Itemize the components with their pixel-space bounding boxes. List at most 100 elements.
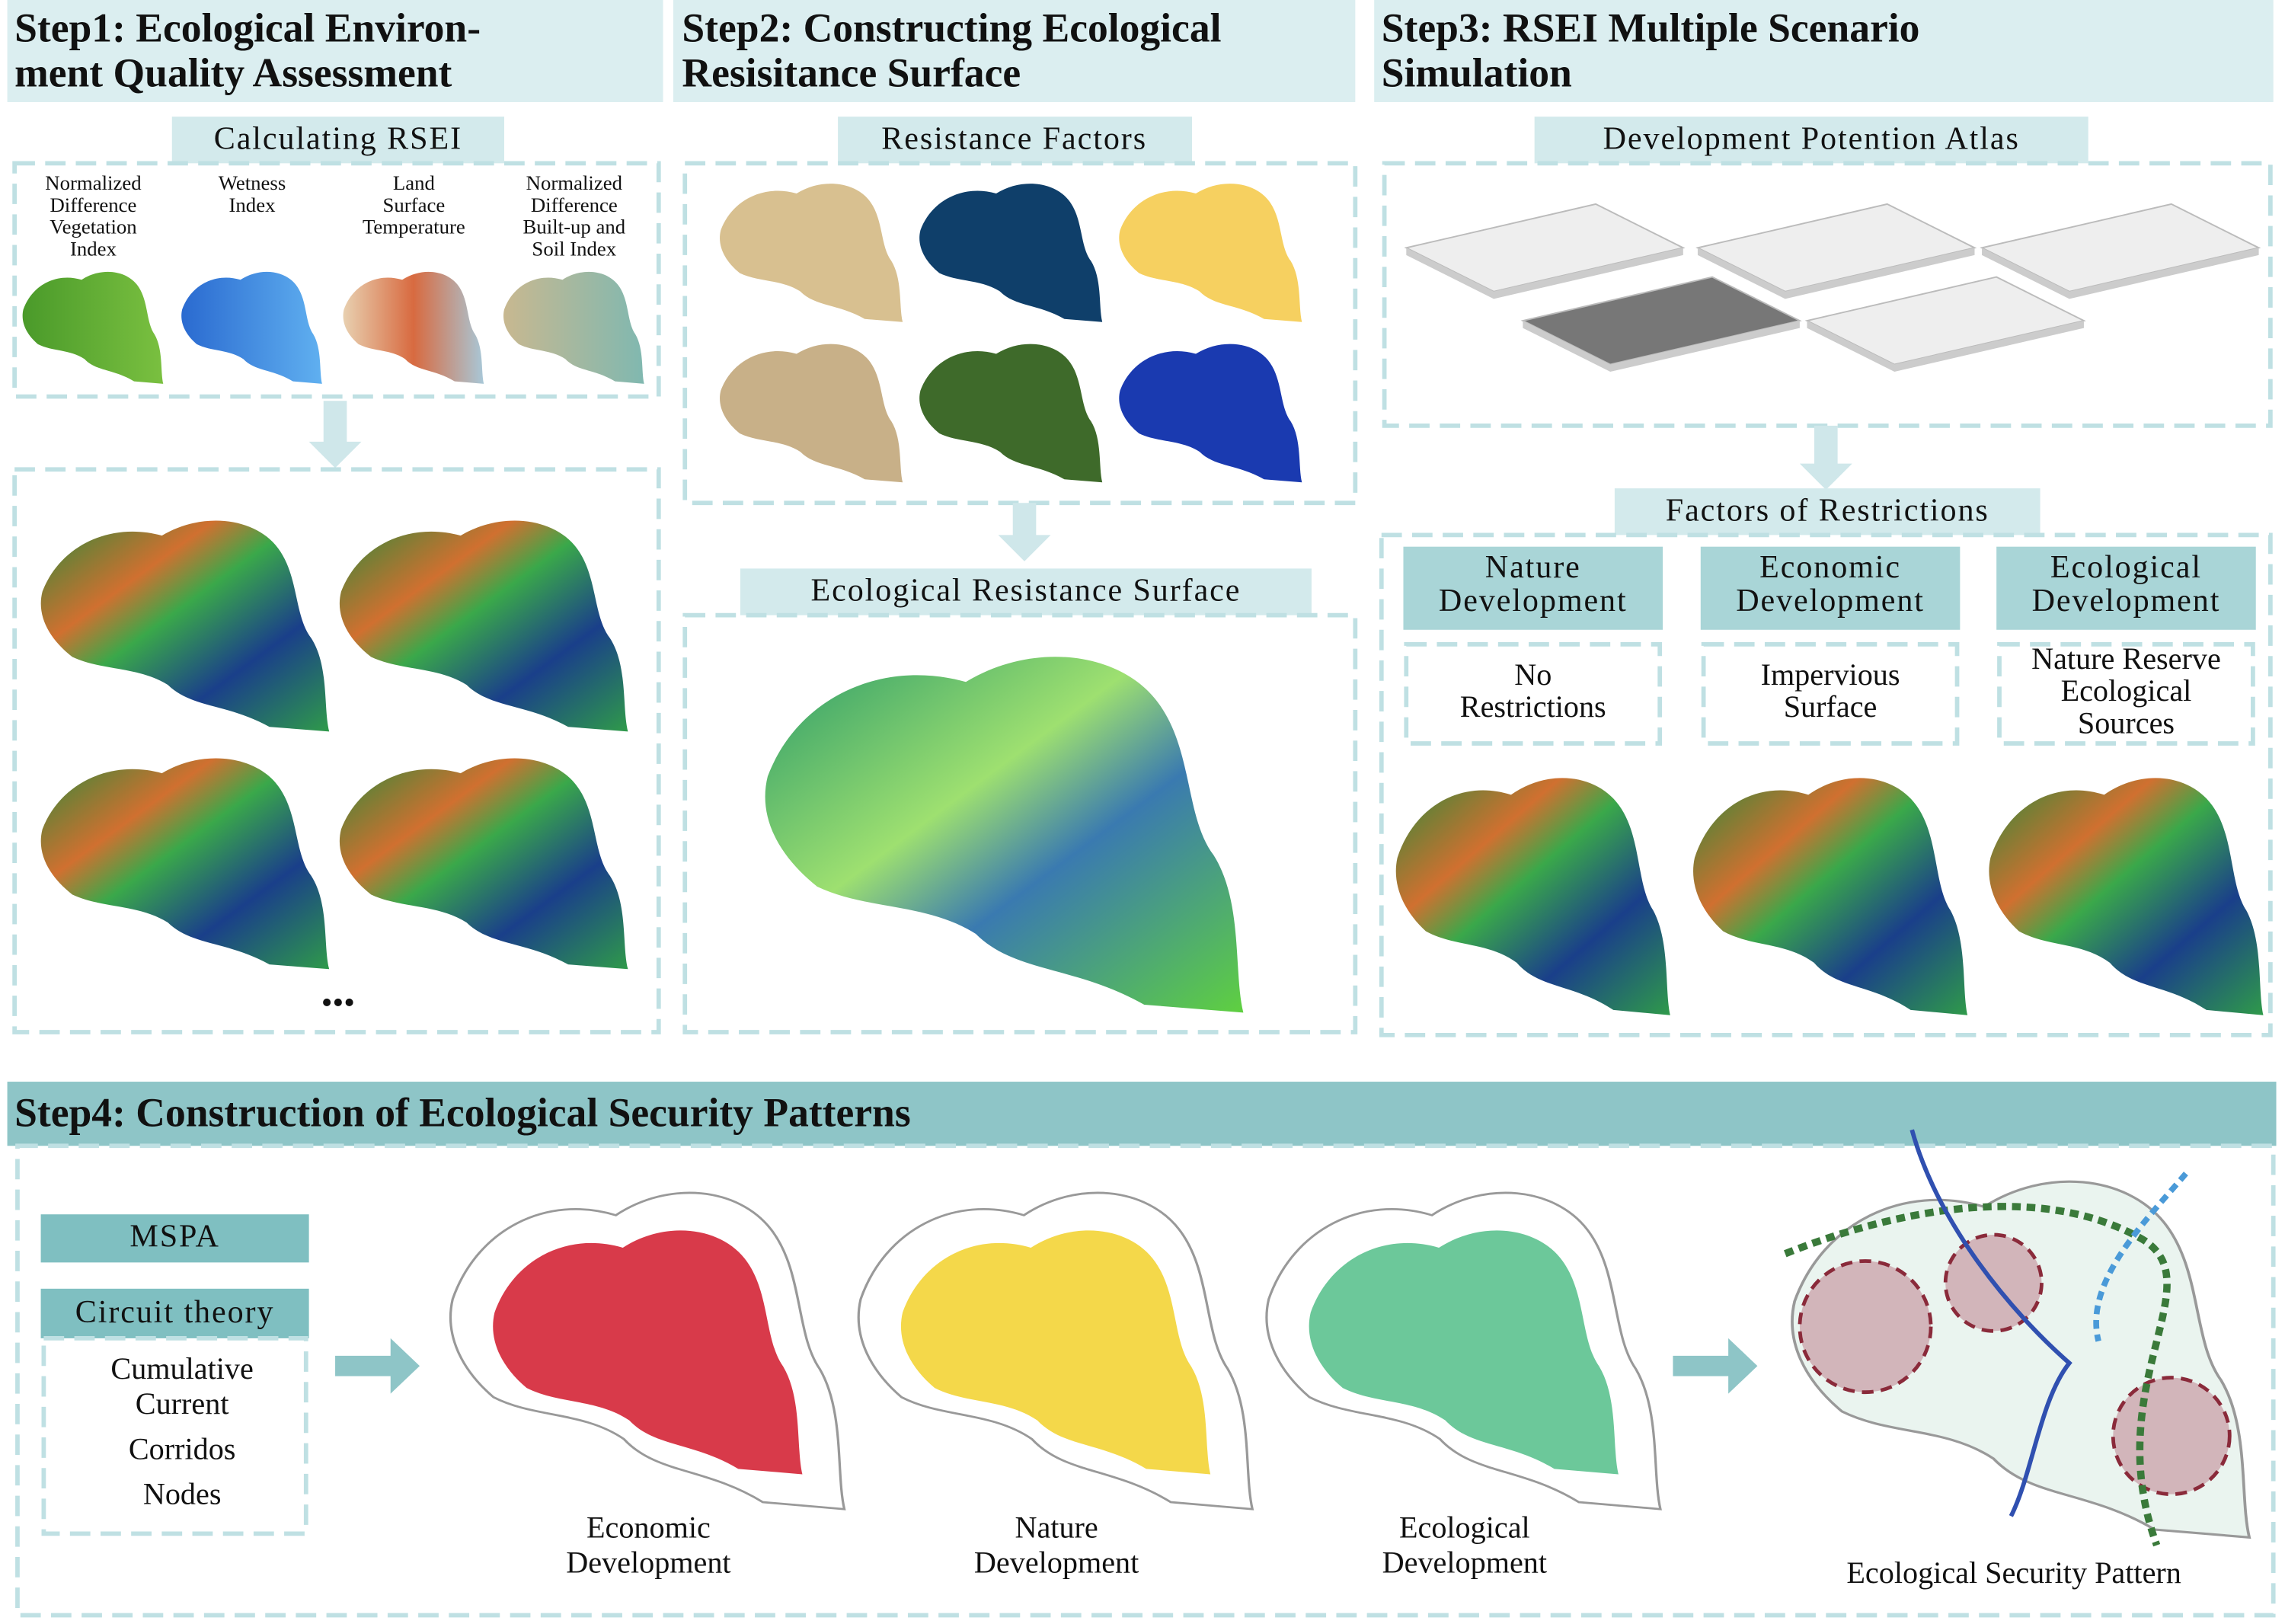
dashed-box: [682, 161, 1358, 506]
label-box: [1614, 488, 2041, 535]
atlas-slab-edge: [1982, 248, 2259, 299]
map-label: Nature: [1015, 1511, 1098, 1545]
ellipsis: •••: [321, 985, 355, 1021]
step-title: ment Quality Assessment: [14, 50, 452, 96]
scenario-factor: Nature Reserve: [2031, 641, 2221, 676]
dashed-box: [1997, 642, 2255, 746]
corridor: [2093, 1172, 2188, 1342]
header-bar: [7, 0, 663, 102]
label-box: [1534, 117, 2088, 164]
dashed-box: [15, 1143, 2276, 1618]
label-box: [171, 117, 504, 164]
label-box: [40, 1288, 309, 1338]
dashed-box: [1379, 532, 2273, 1037]
scenario-factor: Impervious: [1761, 657, 1900, 692]
atlas-slab: [1980, 203, 2261, 293]
node: [2111, 1376, 2232, 1497]
atlas-slab: [1804, 276, 2086, 366]
atlas-slab-edge: [1697, 248, 1975, 299]
map: [503, 271, 644, 384]
map: [1119, 184, 1302, 322]
section-label: Factors of Restrictions: [1666, 492, 1989, 528]
step4: Step4: Construction of Ecological Securi…: [7, 1082, 2277, 1618]
arrow: [1673, 1338, 1758, 1394]
map: [765, 657, 1244, 1013]
map-label: Ecological: [1399, 1511, 1530, 1545]
map-label: Development: [566, 1546, 730, 1580]
method-label: Circuit theory: [75, 1294, 275, 1330]
index-label: Built-up and: [523, 216, 626, 238]
method-item: Current: [136, 1386, 229, 1421]
map: [720, 184, 903, 322]
header-bar: [7, 1082, 2277, 1146]
step3: Step3: RSEI Multiple Scenario Simulation…: [1374, 0, 2274, 1037]
map-label: Development: [1382, 1546, 1547, 1580]
map: [919, 344, 1103, 483]
map: [22, 271, 164, 384]
step2: Step2: Constructing Ecological Resisitan…: [673, 0, 1358, 1034]
index-label: Normalized: [526, 171, 623, 194]
map-label: Ecological Security Pattern: [1846, 1555, 2181, 1590]
map: [1989, 778, 2264, 1015]
node: [1798, 1259, 1933, 1395]
scenario-factor: Restrictions: [1460, 689, 1606, 724]
scenario-header: [1403, 546, 1663, 630]
map: [919, 184, 1103, 322]
index-label: Difference: [50, 193, 136, 216]
scenario-factor: No: [1514, 657, 1552, 692]
section-label: Development Potention Atlas: [1603, 120, 2020, 156]
arrow: [335, 1338, 420, 1394]
index-label: Surface: [382, 193, 445, 216]
section-label: Ecological Resistance Surface: [811, 573, 1242, 609]
index-label: Land: [393, 171, 436, 194]
scenario-header: [1996, 546, 2256, 630]
scenario-name: Development: [2032, 583, 2221, 619]
section-label: Calculating RSEI: [214, 120, 462, 156]
step-title: Step1: Ecological Environ-: [14, 5, 481, 50]
map: [339, 520, 628, 732]
step1: Step1: Ecological Environ- ment Quality …: [7, 0, 663, 1034]
corridor: [1783, 1203, 2171, 1547]
dashed-box: [1382, 161, 2273, 428]
header-bar: [1374, 0, 2274, 102]
header-bar: [673, 0, 1356, 102]
index-label: Wetness: [219, 171, 286, 194]
index-label: Vegetation: [50, 216, 136, 238]
arrow: [1799, 425, 1852, 491]
scenario-name: Ecological: [2050, 549, 2202, 585]
map: [1119, 344, 1302, 483]
method-label: MSPA: [129, 1218, 219, 1254]
scenario-header: [1700, 546, 1961, 630]
method-item: Nodes: [143, 1477, 222, 1511]
scenario-name: Economic: [1759, 549, 1901, 585]
map: [1395, 778, 1670, 1015]
step-title: Step4: Construction of Ecological Securi…: [14, 1089, 911, 1135]
atlas-slab: [1520, 276, 1802, 366]
index-label: Index: [70, 237, 117, 260]
scenario-name: Nature: [1485, 549, 1581, 585]
map-label: Development: [974, 1546, 1139, 1580]
arrow: [308, 401, 362, 468]
index-label: Normalized: [45, 171, 142, 194]
step-title: Resisitance Surface: [682, 50, 1021, 96]
label-box: [838, 117, 1193, 164]
index-label: Index: [229, 193, 276, 216]
label-box: [40, 1214, 309, 1263]
map: [40, 758, 330, 970]
dashed-box: [12, 467, 661, 1034]
method-item: Corridos: [129, 1431, 236, 1466]
map: [40, 520, 330, 732]
arrow: [998, 503, 1051, 561]
river: [1909, 1129, 2072, 1517]
section-label: Resistance Factors: [881, 120, 1147, 156]
map: [339, 758, 628, 970]
step-title: Step2: Constructing Ecological: [682, 5, 1221, 50]
map: [720, 344, 903, 483]
map: [343, 271, 484, 384]
scenario-factor: Surface: [1784, 689, 1878, 724]
atlas-slab-edge: [1406, 248, 1683, 299]
scenario-name: Development: [1736, 583, 1925, 619]
scenario-factor: Sources: [2078, 705, 2175, 740]
